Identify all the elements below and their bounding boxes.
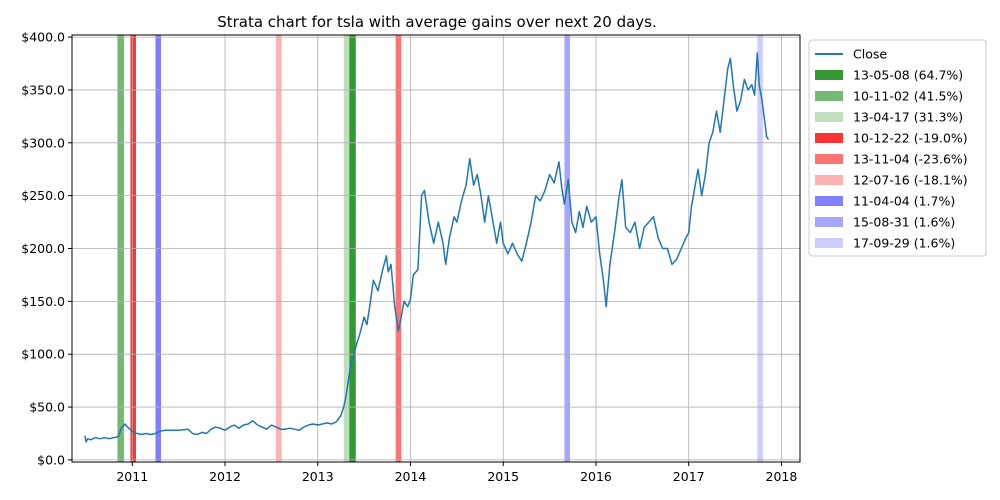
legend-label: 17-09-29 (1.6%) xyxy=(853,236,955,251)
x-tick-label: 2015 xyxy=(487,469,519,484)
legend-swatch-stratum xyxy=(815,70,843,80)
legend-box xyxy=(808,39,987,257)
legend-label: 15-08-31 (1.6%) xyxy=(853,215,955,230)
legend-label: Close xyxy=(853,47,887,62)
legend-label: 13-11-04 (-23.6%) xyxy=(853,152,968,167)
x-tick-label: 2012 xyxy=(209,469,241,484)
legend-label: 12-07-16 (-18.1%) xyxy=(853,173,968,188)
y-tick-label: $100.0 xyxy=(21,347,65,362)
x-tick-label: 2014 xyxy=(395,469,427,484)
legend-label: 13-04-17 (31.3%) xyxy=(853,110,963,125)
x-tick-label: 2013 xyxy=(302,469,334,484)
y-tick-label: $200.0 xyxy=(21,241,65,256)
grid-layer xyxy=(72,35,800,462)
legend-swatch-stratum xyxy=(815,238,843,248)
x-tick-label: 2017 xyxy=(673,469,705,484)
close-price-line xyxy=(84,52,770,443)
y-tick-label: $250.0 xyxy=(21,188,65,203)
legend-swatch-stratum xyxy=(815,133,843,143)
y-tick-label: $0.0 xyxy=(37,452,65,467)
legend-swatch-stratum xyxy=(815,217,843,227)
legend-swatch-stratum xyxy=(815,91,843,101)
legend-label: 10-12-22 (-19.0%) xyxy=(853,131,968,146)
x-tick-label: 2018 xyxy=(766,469,798,484)
series-layer xyxy=(84,52,770,443)
legend-label: 13-05-08 (64.7%) xyxy=(853,68,963,83)
legend: Close 13-05-08 (64.7%) 10-11-02 (41.5%) 13-… xyxy=(808,39,987,257)
legend-swatch-stratum xyxy=(815,196,843,206)
legend-swatch-stratum xyxy=(815,112,843,122)
legend-swatch-stratum xyxy=(815,154,843,164)
legend-label: 10-11-02 (41.5%) xyxy=(853,89,963,104)
y-tick-label: $400.0 xyxy=(21,30,65,45)
y-tick-label: $50.0 xyxy=(29,400,65,415)
y-tick-label: $300.0 xyxy=(21,135,65,150)
legend-label: 11-04-04 (1.7%) xyxy=(853,194,955,209)
legend-swatch-stratum xyxy=(815,175,843,185)
y-tick-label: $350.0 xyxy=(21,82,65,97)
y-axis: $0.0 $50.0 $100.0 $150.0 $200.0 $250.0 $300.0 $… xyxy=(21,30,72,467)
x-tick-label: 2016 xyxy=(580,469,612,484)
y-tick-label: $150.0 xyxy=(21,294,65,309)
chart-title: Strata chart for tsla with average gains… xyxy=(217,13,657,31)
x-axis: 2011 2012 2013 2014 2015 2016 2017 2018 xyxy=(116,462,797,484)
x-tick-label: 2011 xyxy=(116,469,148,484)
